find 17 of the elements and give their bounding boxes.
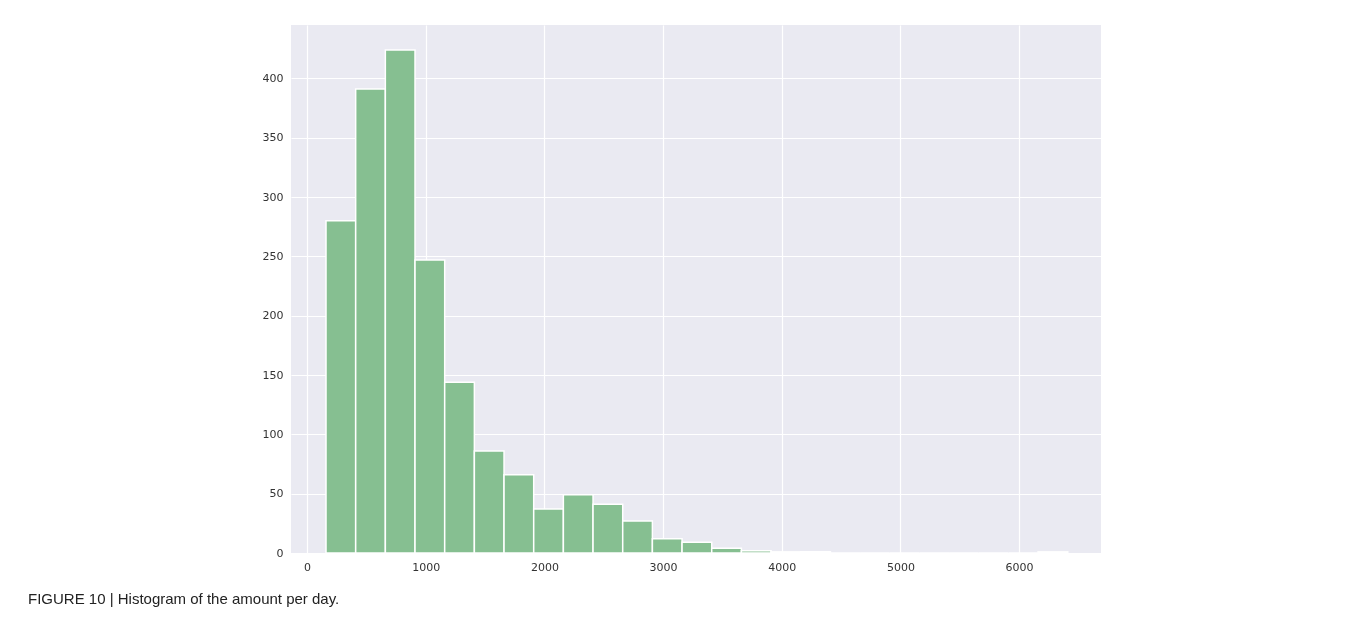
x-tick-label: 3000 [649, 560, 678, 574]
x-tick-label: 2000 [530, 560, 559, 574]
x-tick-label: 4000 [768, 560, 797, 574]
y-tick-label: 400 [262, 71, 284, 85]
x-tick-label: 5000 [886, 560, 915, 574]
y-tick-label: 100 [262, 427, 284, 441]
y-tick-label: 50 [269, 487, 284, 501]
y-tick-label: 250 [262, 249, 284, 263]
y-tick-label: 300 [262, 190, 284, 204]
y-tick-label: 350 [262, 131, 284, 145]
x-tick-label: 0 [304, 560, 312, 574]
y-tick-label: 0 [276, 546, 284, 560]
caption: FIGURE 10 | Histogram of the amount per day. [28, 590, 340, 607]
x-tick-label: 1000 [412, 560, 441, 574]
y-tick-label: 150 [262, 368, 284, 382]
x-tick-label: 6000 [1005, 560, 1034, 574]
y-tick-label: 200 [262, 309, 284, 323]
